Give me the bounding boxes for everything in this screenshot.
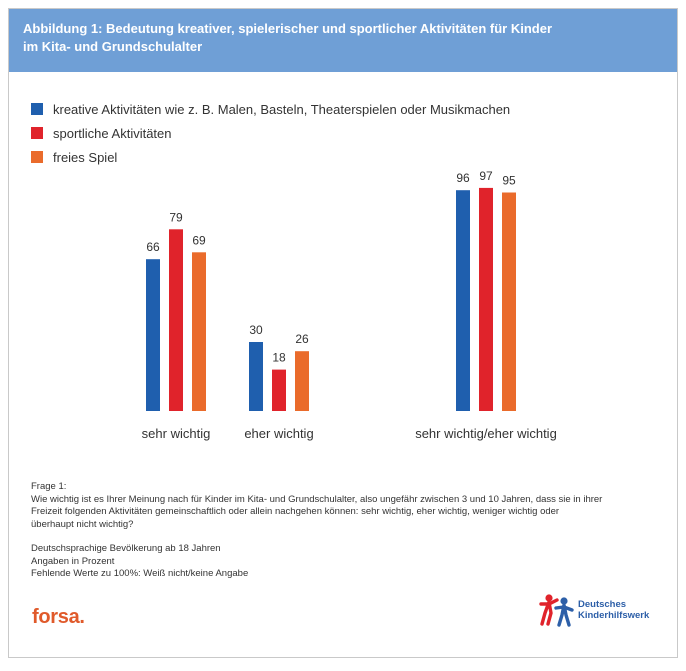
- figure-title-line-1: Abbildung 1: Bedeutung kreativer, spiele…: [23, 21, 553, 36]
- legend-label-kreativ: kreative Aktivitäten wie z. B. Malen, Ba…: [53, 101, 511, 117]
- data-label-1-0: 30: [249, 323, 263, 337]
- question-text-line-3: überhaupt nicht wichtig?: [31, 518, 134, 530]
- legend-item-kreativ: kreative Aktivitäten wie z. B. Malen, Ba…: [31, 97, 510, 121]
- category-label-0: sehr wichtig: [142, 426, 211, 441]
- bar-2-1: [479, 187, 493, 411]
- data-label-2-0: 96: [456, 171, 470, 185]
- bar-chart: 66 79 69 sehr wichtig 30 18 26 eher wichtig 96 97…: [142, 169, 557, 441]
- legend-swatch-kreativ: [31, 103, 43, 115]
- survey-basis: Deutschsprachige Bevölkerung ab 18 Jahre…: [31, 543, 221, 554]
- data-label-0-2: 69: [192, 233, 206, 247]
- question-text-line-2: Freizeit folgenden Aktivitäten gemeinsch…: [31, 506, 560, 517]
- category-label-2: sehr wichtig/eher wichtig: [415, 426, 557, 441]
- survey-note: Frage 1: Wie wichtig ist es Ihrer Meinun…: [31, 481, 661, 581]
- data-label-2-2: 95: [502, 174, 516, 188]
- survey-missing-values: Fehlende Werte zu 100%: Weiß nicht/keine…: [31, 568, 249, 579]
- category-label-1: eher wichtig: [244, 426, 313, 441]
- bar-0-1: [169, 229, 183, 411]
- dkhw-logo: Deutsches Kinderhilfswerk: [539, 593, 649, 627]
- question-text-line-1: Wie wichtig ist es Ihrer Meinung nach fü…: [31, 493, 603, 505]
- survey-unit: Angaben in Prozent: [31, 555, 115, 567]
- figure-header: Abbildung 1: Bedeutung kreativer, spiele…: [9, 9, 677, 72]
- bar-1-0: [249, 342, 263, 411]
- legend-item-sport: sportliche Aktivitäten: [31, 121, 510, 145]
- question-label: Frage 1:: [31, 481, 67, 492]
- chart-legend: kreative Aktivitäten wie z. B. Malen, Ba…: [31, 97, 510, 169]
- children-figure-icon: [539, 594, 574, 627]
- legend-item-spiel: freies Spiel: [31, 145, 510, 169]
- bar-0-0: [146, 259, 160, 411]
- forsa-logo: forsa.: [32, 606, 85, 628]
- bar-2-2: [502, 192, 516, 411]
- dkhw-wordmark-line-1: Deutsches: [578, 599, 627, 610]
- dkhw-wordmark: Deutsches Kinderhilfswerk: [578, 599, 649, 621]
- legend-swatch-sport: [31, 127, 43, 139]
- legend-label-spiel: freies Spiel: [53, 149, 118, 165]
- bar-1-2: [295, 351, 309, 411]
- data-label-1-1: 18: [272, 351, 286, 365]
- bar-1-1: [272, 369, 286, 411]
- legend-swatch-spiel: [31, 151, 43, 163]
- figure-frame: Abbildung 1: Bedeutung kreativer, spiele…: [8, 8, 678, 658]
- bar-0-2: [192, 252, 206, 411]
- data-label-0-0: 66: [146, 240, 160, 254]
- dkhw-wordmark-line-2: Kinderhilfswerk: [578, 610, 650, 621]
- bar-2-0: [456, 190, 470, 411]
- data-label-2-1: 97: [479, 169, 493, 183]
- legend-label-sport: sportliche Aktivitäten: [53, 125, 172, 141]
- data-label-0-1: 79: [169, 210, 183, 224]
- figure-title-line-2: im Kita- und Grundschulalter: [23, 39, 203, 54]
- data-label-1-2: 26: [295, 332, 309, 346]
